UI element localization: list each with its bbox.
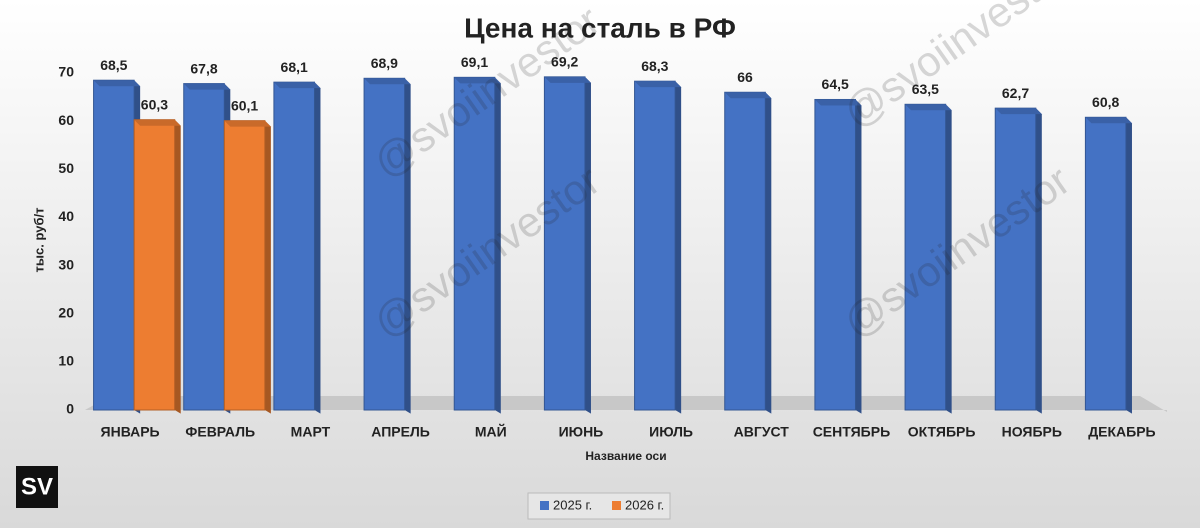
bar — [453, 76, 496, 411]
bar — [93, 79, 135, 411]
bar-top — [183, 83, 231, 90]
bar-top — [724, 92, 772, 99]
value-label: 68,1 — [281, 59, 308, 75]
bar — [1084, 116, 1127, 411]
x-tick-label: МАЙ — [475, 423, 507, 440]
value-label: 60,8 — [1092, 94, 1119, 110]
bar-top — [1085, 117, 1132, 124]
y-axis-label: тыс. руб/т — [31, 208, 46, 273]
value-label: 67,8 — [190, 60, 217, 76]
y-tick-label: 10 — [58, 353, 74, 369]
x-tick-label: АПРЕЛЬ — [371, 424, 430, 440]
value-label: 60,3 — [141, 96, 168, 112]
logo: SV — [21, 473, 53, 500]
value-label: 62,7 — [1002, 85, 1029, 101]
bar-side — [584, 76, 591, 414]
bar-top — [814, 99, 862, 106]
bar-top — [134, 119, 181, 126]
y-tick-label: 0 — [66, 401, 74, 417]
x-tick-label: АВГУСТ — [734, 424, 790, 440]
y-tick-label: 70 — [58, 64, 74, 80]
bar — [904, 103, 947, 411]
floor — [85, 396, 1167, 412]
bar-side — [675, 81, 682, 414]
bar-side — [1035, 108, 1042, 414]
bar — [183, 83, 225, 411]
value-label: 66 — [737, 69, 753, 85]
value-label: 60,1 — [231, 97, 258, 113]
legend-label: 2026 г. — [625, 497, 664, 512]
bar-side — [494, 77, 501, 414]
bar-top — [224, 120, 271, 127]
bar-top — [995, 108, 1042, 115]
bar-side — [1125, 117, 1132, 414]
value-label: 69,2 — [551, 54, 578, 70]
bar-side — [174, 119, 181, 414]
x-tick-label: СЕНТЯБРЬ — [813, 424, 890, 440]
legend-box — [527, 492, 671, 520]
x-tick-label: ИЮНЬ — [559, 424, 604, 440]
value-label: 63,5 — [912, 81, 939, 97]
x-tick-label: ОКТЯБРЬ — [908, 424, 976, 440]
bar — [543, 76, 586, 411]
y-tick-label: 20 — [58, 304, 74, 320]
x-tick-label: ДЕКАБРЬ — [1088, 424, 1155, 440]
value-label: 64,5 — [822, 76, 849, 92]
value-label: 68,3 — [641, 58, 668, 74]
bar-side — [264, 120, 271, 414]
bar-top — [544, 76, 591, 83]
value-label: 68,9 — [371, 55, 398, 71]
x-tick-label: МАРТ — [291, 424, 331, 440]
logo-box — [16, 466, 58, 508]
bar — [133, 119, 176, 411]
bar — [814, 98, 856, 411]
bar-top — [454, 77, 501, 84]
x-tick-label: ЯНВАРЬ — [101, 424, 160, 440]
value-label: 68,5 — [100, 57, 127, 73]
x-tick-label: ИЮЛЬ — [649, 424, 693, 440]
bar — [994, 107, 1037, 411]
bar-side — [765, 92, 772, 414]
bar — [724, 91, 766, 411]
bar — [363, 77, 406, 411]
y-tick-label: 60 — [58, 112, 74, 128]
y-tick-label: 30 — [58, 256, 74, 272]
chart-title: Цена на сталь в РФ — [464, 12, 736, 43]
bar-top — [273, 82, 321, 89]
bar-top — [93, 80, 141, 87]
x-tick-label: ФЕВРАЛЬ — [185, 424, 255, 440]
bar-top — [634, 81, 682, 88]
legend-label: 2025 г. — [553, 497, 592, 512]
bar-side — [855, 99, 862, 414]
y-tick-label: 50 — [58, 160, 74, 176]
legend-swatch — [612, 501, 621, 510]
value-label: 69,1 — [461, 54, 488, 70]
bar-side — [945, 104, 952, 414]
bar — [273, 81, 315, 411]
y-tick-label: 40 — [58, 208, 74, 224]
x-axis-label: Название оси — [585, 449, 666, 463]
bar — [634, 80, 676, 411]
bar-side — [404, 78, 411, 414]
bar-side — [314, 82, 321, 414]
bar — [223, 120, 266, 411]
bar-top — [364, 78, 411, 85]
legend-swatch — [540, 501, 549, 510]
bar-top — [905, 104, 952, 111]
x-tick-label: НОЯБРЬ — [1002, 424, 1062, 440]
